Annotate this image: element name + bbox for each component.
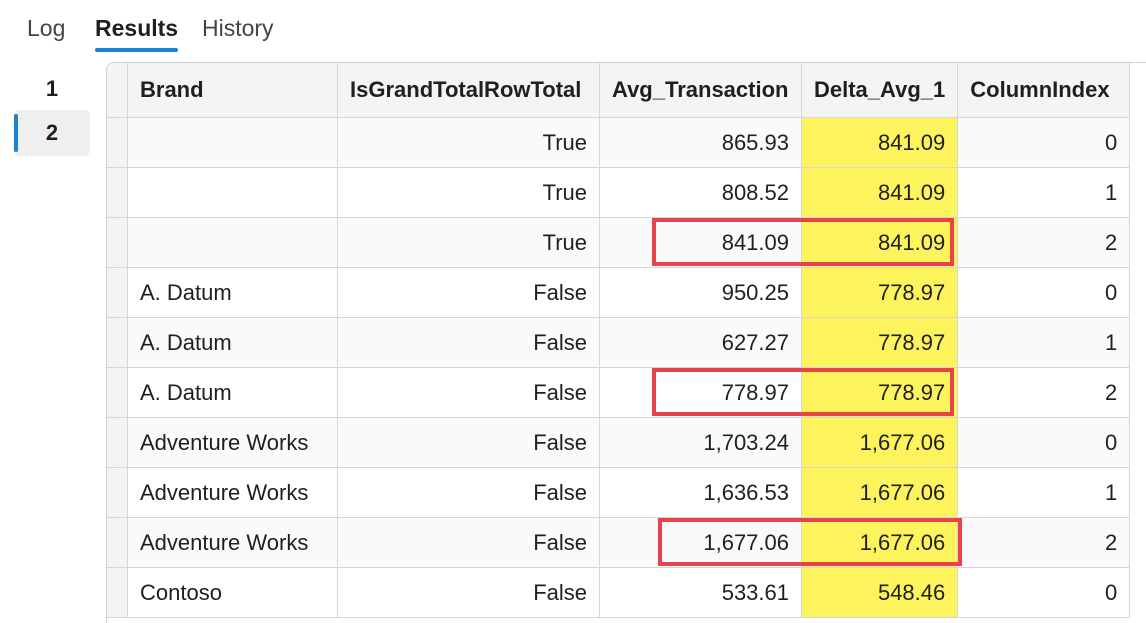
cell-delta-avg[interactable]: 548.46	[800, 567, 959, 618]
cell-brand[interactable]: A. Datum	[127, 317, 338, 368]
cell-column-index[interactable]: 1	[957, 167, 1131, 218]
row-header[interactable]	[107, 217, 128, 268]
cell-column-index[interactable]: 2	[957, 517, 1131, 568]
table-row[interactable]: True 865.93 841.09 0	[107, 117, 1131, 168]
cell-isgrandtotal[interactable]: True	[337, 217, 600, 268]
cell-isgrandtotal[interactable]: True	[337, 167, 600, 218]
cell-isgrandtotal[interactable]: False	[337, 417, 600, 468]
table-row[interactable]: True 841.09 841.09 2	[107, 217, 1131, 268]
cell-column-index[interactable]: 1	[957, 467, 1131, 518]
column-header-brand[interactable]: Brand	[127, 63, 338, 118]
cell-delta-avg[interactable]: 778.97	[800, 317, 959, 368]
cell-brand[interactable]: A. Datum	[127, 267, 338, 318]
cell-isgrandtotal[interactable]: False	[337, 367, 600, 418]
header-row: Brand IsGrandTotalRowTotal Avg_Transacti…	[107, 63, 1131, 118]
row-header[interactable]	[107, 367, 128, 418]
cell-avg-transaction[interactable]: 533.61	[599, 567, 802, 618]
cell-delta-avg[interactable]: 841.09	[800, 217, 959, 268]
row-header[interactable]	[107, 117, 128, 168]
row-header[interactable]	[107, 417, 128, 468]
cell-brand[interactable]	[127, 217, 338, 268]
column-header-isgrandtotal[interactable]: IsGrandTotalRowTotal	[337, 63, 600, 118]
cell-isgrandtotal[interactable]: False	[337, 317, 600, 368]
cell-isgrandtotal[interactable]: False	[337, 267, 600, 318]
tab-log[interactable]: Log	[27, 15, 66, 41]
column-header-delta-avg[interactable]: Delta_Avg_1	[800, 63, 959, 118]
row-header[interactable]	[107, 167, 128, 218]
cell-avg-transaction[interactable]: 841.09	[599, 217, 802, 268]
row-header[interactable]	[107, 467, 128, 518]
table-row[interactable]: True 808.52 841.09 1	[107, 167, 1131, 218]
cell-brand[interactable]: Adventure Works	[127, 467, 338, 518]
cell-delta-avg[interactable]: 1,677.06	[800, 417, 959, 468]
cell-brand[interactable]: A. Datum	[127, 367, 338, 418]
tab-history[interactable]: History	[202, 15, 274, 41]
cell-brand[interactable]	[127, 167, 338, 218]
result-set-1[interactable]: 1	[14, 66, 90, 112]
table-row[interactable]: Adventure Works False 1,677.06 1,677.06 2	[107, 517, 1131, 568]
cell-brand[interactable]: Contoso	[127, 567, 338, 618]
cell-isgrandtotal[interactable]: False	[337, 567, 600, 618]
cell-brand[interactable]: Adventure Works	[127, 517, 338, 568]
row-header[interactable]	[107, 517, 128, 568]
row-header[interactable]	[107, 267, 128, 318]
cell-column-index[interactable]: 1	[957, 317, 1131, 368]
table-row[interactable]: Contoso False 533.61 548.46 0	[107, 567, 1131, 618]
cell-avg-transaction[interactable]: 1,703.24	[599, 417, 802, 468]
result-set-label: 2	[45, 120, 59, 145]
cell-avg-transaction[interactable]: 1,636.53	[599, 467, 802, 518]
cell-brand[interactable]	[127, 117, 338, 168]
cell-delta-avg[interactable]: 778.97	[800, 267, 959, 318]
cell-avg-transaction[interactable]: 778.97	[599, 367, 802, 418]
cell-isgrandtotal[interactable]: False	[337, 517, 600, 568]
cell-delta-avg[interactable]: 841.09	[800, 117, 959, 168]
column-header-column-index[interactable]: ColumnIndex	[957, 63, 1131, 118]
cell-avg-transaction[interactable]: 865.93	[599, 117, 802, 168]
table-row[interactable]: Adventure Works False 1,636.53 1,677.06 1	[107, 467, 1131, 518]
select-all-corner[interactable]	[107, 63, 128, 118]
cell-column-index[interactable]: 2	[957, 367, 1131, 418]
row-header[interactable]	[107, 317, 128, 368]
table-row[interactable]: A. Datum False 778.97 778.97 2	[107, 367, 1131, 418]
cell-avg-transaction[interactable]: 950.25	[599, 267, 802, 318]
cell-isgrandtotal[interactable]: False	[337, 467, 600, 518]
cell-column-index[interactable]: 2	[957, 217, 1131, 268]
cell-delta-avg[interactable]: 841.09	[800, 167, 959, 218]
cell-column-index[interactable]: 0	[957, 267, 1131, 318]
column-header-avg-transaction[interactable]: Avg_Transaction	[599, 63, 802, 118]
cell-delta-avg[interactable]: 1,677.06	[800, 467, 959, 518]
cell-delta-avg[interactable]: 778.97	[800, 367, 959, 418]
cell-avg-transaction[interactable]: 627.27	[599, 317, 802, 368]
table-row[interactable]: A. Datum False 950.25 778.97 0	[107, 267, 1131, 318]
result-set-label: 1	[45, 76, 59, 101]
result-set-2[interactable]: 2	[14, 110, 90, 156]
table-row[interactable]: Adventure Works False 1,703.24 1,677.06 0	[107, 417, 1131, 468]
results-grid[interactable]: Brand IsGrandTotalRowTotal Avg_Transacti…	[106, 62, 1146, 623]
cell-column-index[interactable]: 0	[957, 417, 1131, 468]
cell-brand[interactable]: Adventure Works	[127, 417, 338, 468]
cell-avg-transaction[interactable]: 1,677.06	[599, 517, 802, 568]
cell-avg-transaction[interactable]: 808.52	[599, 167, 802, 218]
row-header[interactable]	[107, 567, 128, 618]
cell-column-index[interactable]: 0	[957, 117, 1131, 168]
table-row[interactable]: A. Datum False 627.27 778.97 1	[107, 317, 1131, 368]
cell-column-index[interactable]: 0	[957, 567, 1131, 618]
cell-delta-avg[interactable]: 1,677.06	[800, 517, 959, 568]
cell-isgrandtotal[interactable]: True	[337, 117, 600, 168]
tab-results[interactable]: Results	[95, 10, 179, 52]
